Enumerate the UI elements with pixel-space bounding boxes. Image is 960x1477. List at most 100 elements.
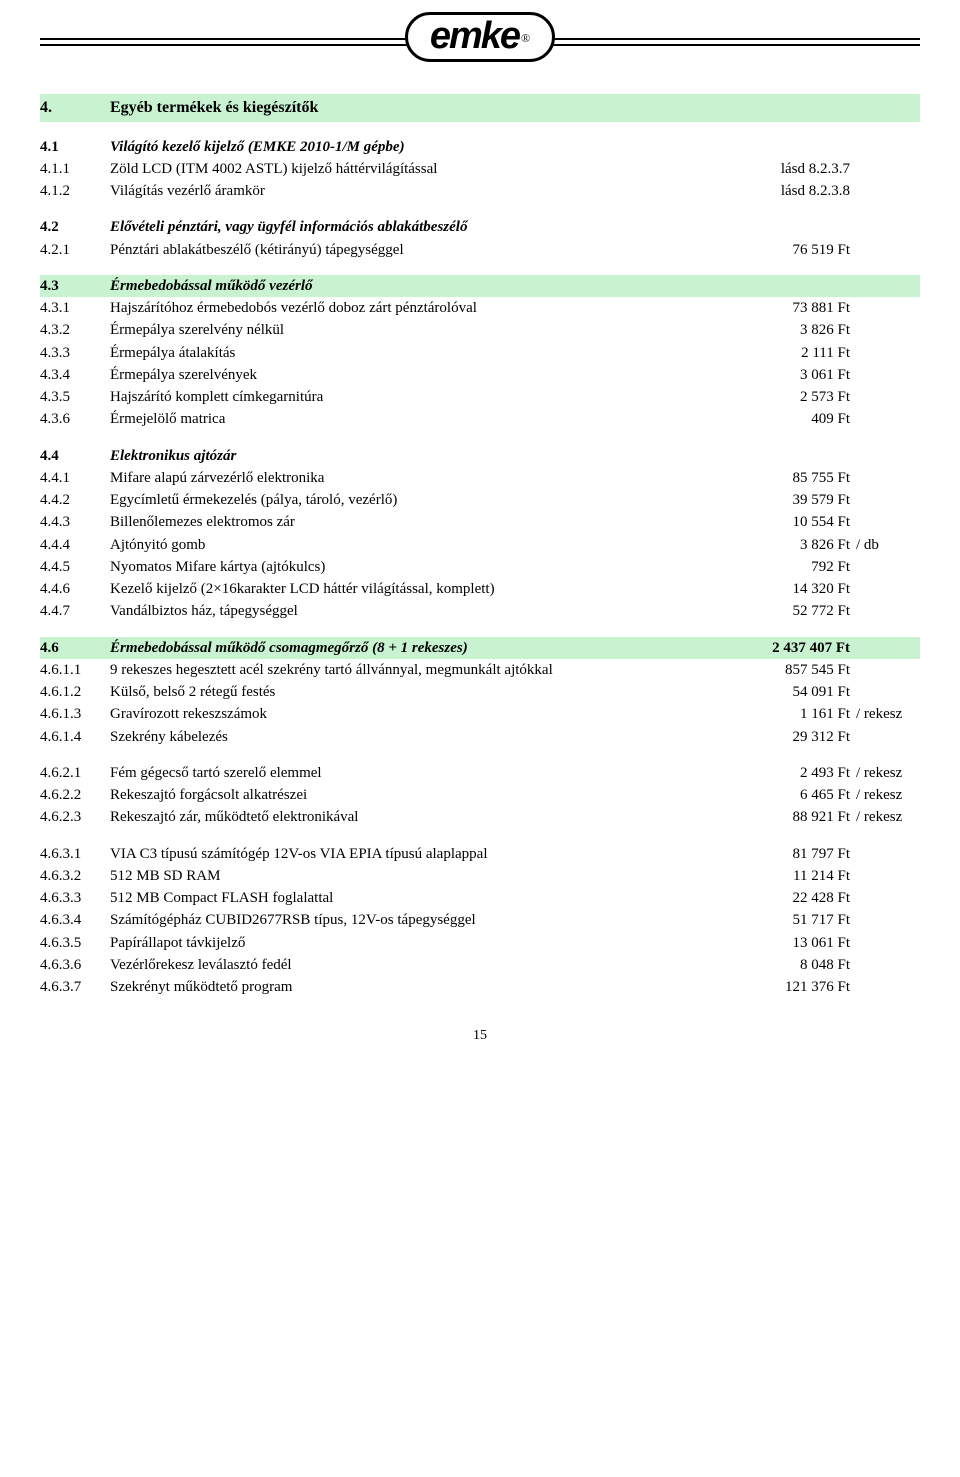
item-description: Pénztári ablakátbeszélő (kétirányú) tápe… [110,240,730,260]
item-price: 22 428 Ft [730,888,850,908]
item-price: 54 091 Ft [730,682,850,702]
price-row: 4.4.5Nyomatos Mifare kártya (ajtókulcs)7… [40,556,920,578]
item-description: Billenőlemezes elektromos zár [110,512,730,532]
item-description: Vandálbiztos ház, tápegységgel [110,601,730,621]
item-number: 4.3.1 [40,298,110,318]
item-price: 81 797 Ft [730,844,850,864]
price-row: 4.6.3.2 512 MB SD RAM11 214 Ft [40,865,920,887]
item-description: Rekeszajtó zár, működtető elektronikával [110,807,730,827]
item-number: 4.2 [40,217,110,237]
item-price: 39 579 Ft [730,490,850,510]
item-price: 2 573 Ft [730,387,850,407]
price-row: 4.3.2Érmepálya szerelvény nélkül3 826 Ft [40,319,920,341]
item-price: 2 111 Ft [730,343,850,363]
item-description: Világító kezelő kijelző (EMKE 2010-1/M g… [110,137,730,157]
item-number: 4.4.7 [40,601,110,621]
item-price: 51 717 Ft [730,910,850,930]
item-unit: / rekesz [850,763,920,783]
header-logo: emke® [40,0,920,68]
item-number: 4.1 [40,137,110,157]
item-description: Vezérlőrekesz leválasztó fedél [110,955,730,975]
item-number: 4.6.3.3 [40,888,110,908]
section-heading: 4.6Érmebedobással működő csomagmegőrző (… [40,637,920,659]
item-number: 4.6.2.3 [40,807,110,827]
item-description: Érmepálya szerelvény nélkül [110,320,730,340]
item-description: Nyomatos Mifare kártya (ajtókulcs) [110,557,730,577]
item-number: 4.3.6 [40,409,110,429]
spacer [40,829,920,843]
price-row: 4.4.4Ajtónyitó gomb3 826 Ft/ db [40,534,920,556]
item-description: Papírállapot távkijelző [110,933,730,953]
price-row: 4.6.1.19 rekeszes hegesztett acél szekré… [40,659,920,681]
logo-box: emke® [405,12,555,62]
item-number: 4.4.6 [40,579,110,599]
price-row: 4.6.3.6 Vezérlőrekesz leválasztó fedél8 … [40,954,920,976]
item-description: Ajtónyitó gomb [110,535,730,555]
price-list: 4.Egyéb termékek és kiegészítők4.1Világí… [40,68,920,998]
item-description: Hajszárító komplett címkegarnitúra [110,387,730,407]
price-row: 4.6.3.4 Számítógépház CUBID2677RSB típus… [40,909,920,931]
item-price: 2 493 Ft [730,763,850,783]
item-price: 88 921 Ft [730,807,850,827]
item-number: 4.6.1.4 [40,727,110,747]
item-description: Szekrényt működtető program [110,977,730,997]
price-row: 4.6.2.3Rekeszajtó zár, működtető elektro… [40,806,920,828]
item-number: 4.4.5 [40,557,110,577]
price-row: 4.2.1Pénztári ablakátbeszélő (kétirányú)… [40,239,920,261]
item-price: 73 881 Ft [730,298,850,318]
price-row: 4.6.1.2Külső, belső 2 rétegű festés54 09… [40,681,920,703]
item-number: 4.6.2.2 [40,785,110,805]
item-price: lásd 8.2.3.8 [730,181,850,201]
item-number: 4.3.3 [40,343,110,363]
item-description: Külső, belső 2 rétegű festés [110,682,730,702]
item-price: 13 061 Ft [730,933,850,953]
item-description: Világítás vezérlő áramkör [110,181,730,201]
item-description: VIA C3 típusú számítógép 12V-os VIA EPIA… [110,844,730,864]
item-price: 76 519 Ft [730,240,850,260]
spacer [40,202,920,216]
price-row: 4.4.3Billenőlemezes elektromos zár10 554… [40,511,920,533]
item-number: 4.4 [40,446,110,466]
price-row: 4.3.6Érmejelölő matrica409 Ft [40,408,920,430]
item-description: Mifare alapú zárvezérlő elektronika [110,468,730,488]
item-number: 4.3.4 [40,365,110,385]
spacer [40,748,920,762]
item-number: 4.6.1.2 [40,682,110,702]
section-heading: 4.Egyéb termékek és kiegészítők [40,94,920,122]
price-row: 4.6.3.7Szekrényt működtető program121 37… [40,976,920,998]
item-number: 4.4.2 [40,490,110,510]
item-description: Érmebedobással működő csomagmegőrző (8 +… [110,638,730,658]
price-row: 4.6.3.3 512 MB Compact FLASH foglalattal… [40,887,920,909]
item-price: 857 545 Ft [730,660,850,680]
item-number: 4.6.1.3 [40,704,110,724]
item-description: 512 MB SD RAM [110,866,730,886]
item-number: 4.6.3.2 [40,866,110,886]
price-row: 4.4.2Egycímletű érmekezelés (pálya, táro… [40,489,920,511]
spacer [40,122,920,136]
item-price: 792 Ft [730,557,850,577]
item-number: 4.1.1 [40,159,110,179]
item-description: Elővételi pénztári, vagy ügyfél informác… [110,217,730,237]
spacer [40,623,920,637]
price-row: 4.3.4Érmepálya szerelvények3 061 Ft [40,364,920,386]
section-heading: 4.3Érmebedobással működő vezérlő [40,275,920,297]
item-number: 4. [40,97,110,119]
item-number: 4.4.4 [40,535,110,555]
section-heading: 4.2Elővételi pénztári, vagy ügyfél infor… [40,216,920,238]
item-description: 9 rekeszes hegesztett acél szekrény tart… [110,660,730,680]
item-unit: / rekesz [850,785,920,805]
price-row: 4.3.3Érmepálya átalakítás2 111 Ft [40,342,920,364]
item-number: 4.6 [40,638,110,658]
item-description: Érmejelölő matrica [110,409,730,429]
logo-registered: ® [521,31,530,45]
price-row: 4.1.2Világítás vezérlő áramkörlásd 8.2.3… [40,180,920,202]
item-description: 512 MB Compact FLASH foglalattal [110,888,730,908]
item-price: 3 061 Ft [730,365,850,385]
price-row: 4.3.1Hajszárítóhoz érmebedobós vezérlő d… [40,297,920,319]
price-row: 4.4.6Kezelő kijelző (2×16karakter LCD há… [40,578,920,600]
spacer [40,261,920,275]
item-price: 1 161 Ft [730,704,850,724]
item-description: Kezelő kijelző (2×16karakter LCD háttér … [110,579,730,599]
price-row: 4.6.1.3Gravírozott rekeszszámok1 161 Ft/… [40,703,920,725]
item-price: 3 826 Ft [730,320,850,340]
